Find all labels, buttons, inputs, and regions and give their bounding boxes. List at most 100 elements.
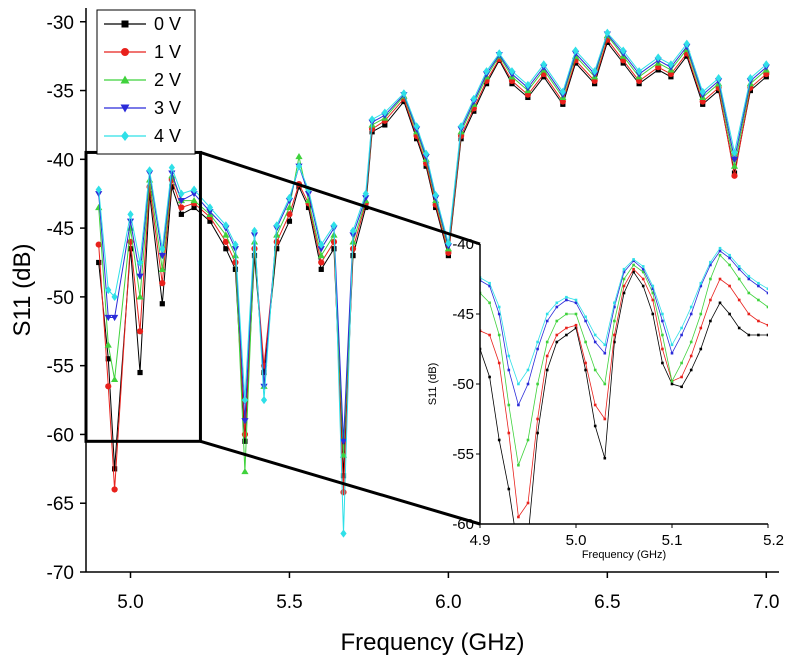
- inset-data-point: [661, 347, 664, 351]
- y-tick-label: -60: [47, 425, 74, 446]
- data-point: [232, 240, 239, 249]
- data-point: [683, 39, 690, 48]
- data-point: [304, 191, 313, 198]
- inset-data-point: [728, 256, 731, 260]
- inset-data-point: [497, 361, 501, 365]
- legend-box: [96, 9, 196, 155]
- inset-data-point: [497, 333, 501, 337]
- inset-data-point: [517, 551, 520, 554]
- legend-label: 1 V: [154, 42, 181, 62]
- y-tick-label: -70: [47, 563, 74, 584]
- data-point: [168, 163, 175, 172]
- inset-data-point: [718, 301, 722, 305]
- inset-data-point: [565, 312, 568, 316]
- inset-data-point: [680, 385, 683, 389]
- data-point: [105, 285, 112, 295]
- inset-data-point: [555, 340, 559, 344]
- data-point: [483, 67, 490, 76]
- data-point: [362, 195, 370, 202]
- data-point: [261, 369, 267, 376]
- inset-data-point: [728, 312, 731, 316]
- inset-x-tick-label: 5.0: [566, 532, 587, 549]
- inset-data-point: [670, 382, 674, 386]
- inset-data-point: [747, 274, 751, 278]
- inset-y-tick-label: -40: [452, 236, 474, 253]
- data-point: [136, 293, 144, 300]
- data-point: [400, 89, 407, 98]
- inset-series-2v: [480, 253, 768, 467]
- inset-data-point: [728, 284, 731, 288]
- inset-data-point: [545, 319, 549, 323]
- inset-data-point: [766, 323, 768, 327]
- inset-data-point: [545, 368, 549, 372]
- inset-data-point: [545, 354, 549, 358]
- inset-data-point: [747, 277, 751, 281]
- inset-data-point: [565, 326, 568, 330]
- inset-data-point: [699, 284, 703, 288]
- data-point: [317, 246, 325, 253]
- data-point: [330, 221, 338, 230]
- inset-data-point: [661, 319, 664, 323]
- inset-data-point: [661, 361, 664, 365]
- data-point: [159, 244, 166, 253]
- data-point: [169, 184, 175, 190]
- data-point: [191, 204, 197, 211]
- inset-data-point: [603, 417, 607, 421]
- inset-series-3v: [480, 249, 768, 407]
- inset-data-point: [536, 347, 539, 351]
- data-point: [295, 152, 303, 160]
- data-point: [524, 80, 531, 90]
- inset-data-point: [689, 368, 693, 372]
- inset-data-point: [622, 277, 626, 281]
- data-point: [286, 211, 293, 218]
- inset-data-point: [718, 277, 722, 281]
- inset-data-point: [747, 312, 751, 316]
- data-point: [158, 265, 166, 272]
- data-point: [540, 60, 547, 69]
- inset-data-point: [603, 382, 607, 386]
- inset-data-point: [689, 340, 693, 344]
- data-point: [636, 67, 643, 76]
- legend-item: 2 V: [104, 70, 181, 90]
- inset-data-point: [603, 351, 607, 355]
- data-point: [763, 60, 770, 69]
- y-tick-label: -45: [47, 219, 74, 240]
- data-point: [458, 122, 465, 131]
- inset-data-point: [670, 351, 674, 355]
- inset-data-point: [737, 265, 741, 268]
- series-4v: [95, 28, 770, 538]
- legend-item: 4 V: [104, 126, 181, 146]
- data-point: [190, 185, 198, 194]
- inset-data-point: [507, 431, 511, 435]
- inset-data-point: [737, 267, 741, 271]
- data-point: [111, 375, 119, 383]
- inset-data-point: [766, 305, 768, 309]
- zoom-box: [84, 150, 202, 443]
- data-point: [95, 203, 103, 211]
- inset-data-point: [574, 326, 578, 330]
- data-point: [273, 231, 281, 238]
- inset-data-point: [488, 284, 491, 288]
- inset-data-point: [497, 312, 501, 316]
- x-axis-title: Frequency (GHz): [340, 629, 524, 656]
- zoom-connector-bottom: [200, 439, 481, 526]
- inset-data-point: [680, 375, 683, 379]
- y-tick-label: -55: [47, 357, 74, 378]
- data-point: [667, 60, 675, 69]
- data-point: [127, 210, 134, 219]
- inset-data-point: [507, 354, 511, 358]
- data-point: [96, 259, 102, 266]
- inset-data-point: [584, 368, 587, 372]
- data-point: [274, 246, 280, 252]
- data-point: [731, 148, 738, 157]
- inset-data-point: [680, 361, 683, 365]
- inset-data-point: [488, 301, 491, 305]
- main-axes: -70 -65 -60 -55 -50 -45 -40 -35 -30 5.0 5.5 6.0 6.5 7…: [47, 8, 779, 613]
- data-point: [340, 529, 347, 538]
- data-point: [241, 467, 249, 475]
- inset-data-point: [632, 258, 635, 261]
- data-point: [286, 193, 293, 202]
- data-point: [730, 162, 739, 169]
- inset-data-point: [555, 319, 559, 323]
- data-point: [655, 53, 662, 62]
